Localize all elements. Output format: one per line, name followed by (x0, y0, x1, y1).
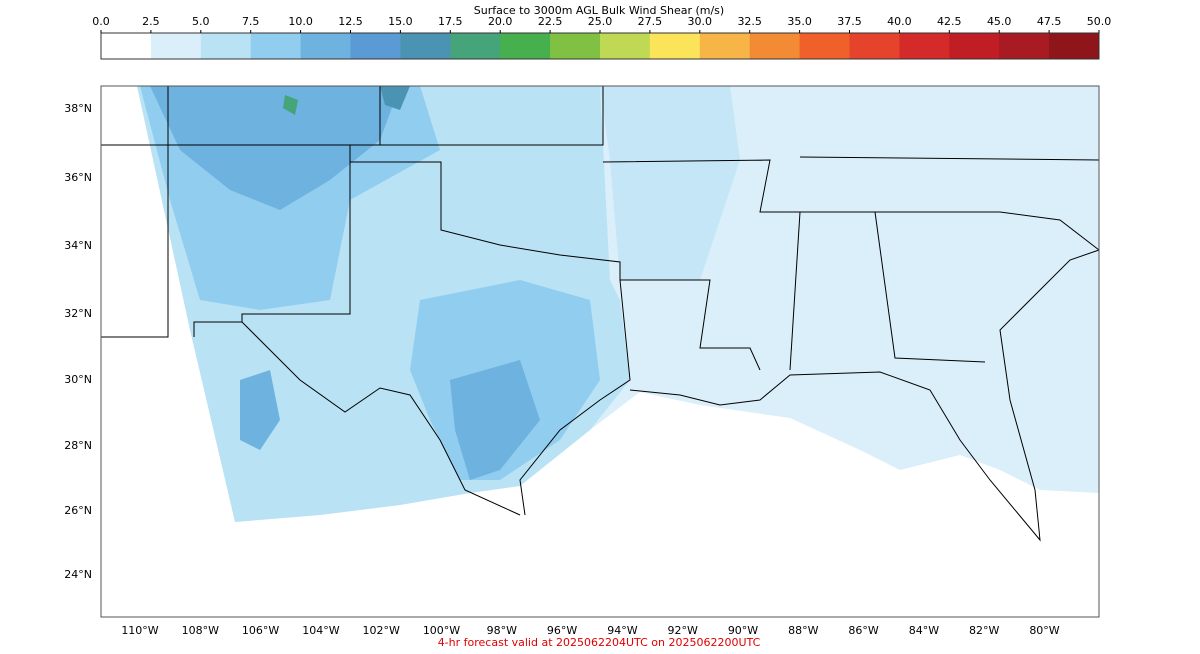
shear-field (283, 95, 298, 115)
colorbar-tick-label: 15.0 (388, 15, 413, 28)
colorbar-tick-label: 35.0 (787, 15, 812, 28)
colorbar-tick-label: 2.5 (142, 15, 160, 28)
latitude-label: 30°N (64, 373, 92, 386)
colorbar-bin (350, 33, 401, 59)
map-frame (100, 85, 1100, 618)
colorbar-title: Surface to 3000m AGL Bulk Wind Shear (m/… (474, 4, 724, 17)
longitude-label: 106°W (242, 624, 279, 637)
colorbar-tick-label: 22.5 (538, 15, 563, 28)
colorbar-bin (699, 33, 751, 59)
colorbar-bin (999, 33, 1050, 59)
shear-field (450, 360, 540, 480)
colorbar: 0.0 2.5 5.0 7.5 10.0 12.5 15.0 17.5 20.0 22.5 25.0… (92, 15, 1112, 60)
latitude-label: 34°N (64, 239, 92, 252)
longitude-label: 82°W (969, 624, 999, 637)
longitude-label: 84°W (909, 624, 939, 637)
longitude-label: 108°W (182, 624, 219, 637)
colorbar-bin (300, 33, 351, 59)
latitude-label: 24°N (64, 568, 92, 581)
colorbar-tick-label: 12.5 (338, 15, 363, 28)
colorbar-bin (1049, 33, 1100, 59)
shear-field (240, 370, 280, 450)
colorbar-tick-label: 40.0 (887, 15, 912, 28)
colorbar-bin (899, 33, 950, 59)
longitude-label: 88°W (788, 624, 818, 637)
longitude-label: 96°W (547, 624, 577, 637)
shear-field (600, 86, 740, 280)
longitude-label: 110°W (121, 624, 158, 637)
longitude-label: 94°W (607, 624, 637, 637)
colorbar-tick-label: 47.5 (1037, 15, 1062, 28)
longitude-label: 104°W (302, 624, 339, 637)
colorbar-tick-label: 25.0 (588, 15, 613, 28)
latitude-label: 32°N (64, 307, 92, 320)
latitude-label: 26°N (64, 504, 92, 517)
colorbar-tick-label: 20.0 (488, 15, 513, 28)
colorbar-tick-label: 5.0 (192, 15, 210, 28)
longitude-label: 86°W (848, 624, 878, 637)
colorbar-bin (150, 33, 202, 59)
map-area (100, 85, 1100, 618)
colorbar-bin (450, 33, 501, 59)
shear-field (150, 86, 400, 210)
colorbar-bin (250, 33, 302, 59)
colorbar-tick-label: 30.0 (688, 15, 713, 28)
colorbar-tick-label: 32.5 (737, 15, 762, 28)
colorbar-tick-label: 50.0 (1087, 15, 1112, 28)
latitude-label: 38°N (64, 102, 92, 115)
latitude-label: 28°N (64, 439, 92, 452)
colorbar-bin (500, 33, 551, 59)
colorbar-tick-label: 27.5 (638, 15, 663, 28)
longitude-label: 90°W (728, 624, 758, 637)
colorbar-tick-label: 45.0 (987, 15, 1012, 28)
colorbar-bin (749, 33, 801, 59)
colorbar-tick-label: 37.5 (837, 15, 862, 28)
boundaries (101, 86, 1100, 542)
colorbar-bin (849, 33, 900, 59)
longitude-label: 80°W (1029, 624, 1059, 637)
colorbar-tick-label: 10.0 (288, 15, 313, 28)
shear-field (380, 86, 410, 110)
colorbar-tick-label: 0.0 (92, 15, 110, 28)
colorbar-bin (550, 33, 601, 59)
colorbar-bin (400, 33, 451, 59)
graticule-labels: 38°N 36°N 34°N 32°N 30°N 28°N 26°N 24°N 110°W 108… (64, 102, 1060, 637)
forecast-footer: 4-hr forecast valid at 2025062204UTC on … (438, 636, 761, 649)
colorbar-bin (799, 33, 850, 59)
colorbar-bin (101, 33, 152, 59)
colorbar-bin (600, 33, 651, 59)
longitude-label: 98°W (487, 624, 517, 637)
colorbar-tick-label: 42.5 (937, 15, 962, 28)
latitude-label: 36°N (64, 171, 92, 184)
colorbar-bin (200, 33, 252, 59)
colorbar-tick-label: 7.5 (242, 15, 260, 28)
colorbar-bin (949, 33, 1000, 59)
longitude-label: 92°W (668, 624, 698, 637)
longitude-label: 100°W (423, 624, 460, 637)
colorbar-bin (649, 33, 701, 59)
longitude-label: 102°W (363, 624, 400, 637)
colorbar-tick-label: 17.5 (438, 15, 463, 28)
